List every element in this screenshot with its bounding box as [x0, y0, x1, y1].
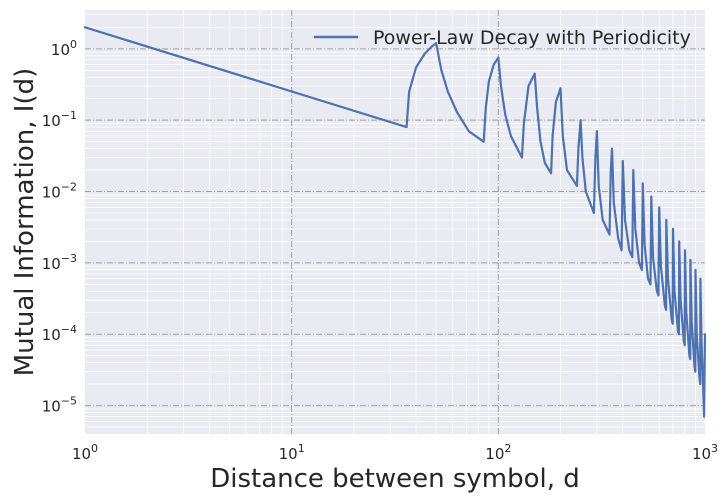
legend-label: Power-Law Decay with Periodicity	[373, 27, 691, 49]
y-tick-labels: 100 10−1 10−2 10−3 10−4 10−5	[42, 38, 77, 416]
series-layer	[83, 26, 707, 418]
y-tick-label: 100	[51, 38, 77, 59]
major-grid	[85, 10, 705, 434]
plot-background	[85, 10, 705, 434]
legend: Power-Law Decay with Periodicity	[314, 27, 691, 49]
x-tick-labels: 100 101 102 103	[72, 442, 718, 463]
series-line	[83, 26, 707, 418]
y-tick-label: 10−4	[42, 323, 77, 344]
x-tick-label: 101	[279, 442, 305, 463]
x-axis-label: Distance between symbol, d	[210, 464, 580, 494]
y-axis-label: Mutual Information, I(d)	[10, 68, 40, 377]
x-tick-label: 102	[485, 442, 511, 463]
y-tick-label: 10−3	[42, 252, 77, 273]
y-tick-label: 10−1	[42, 109, 77, 130]
y-tick-label: 10−5	[42, 395, 77, 416]
x-tick-label: 100	[72, 442, 98, 463]
y-tick-label: 10−2	[42, 181, 77, 202]
x-tick-label: 103	[692, 442, 718, 463]
